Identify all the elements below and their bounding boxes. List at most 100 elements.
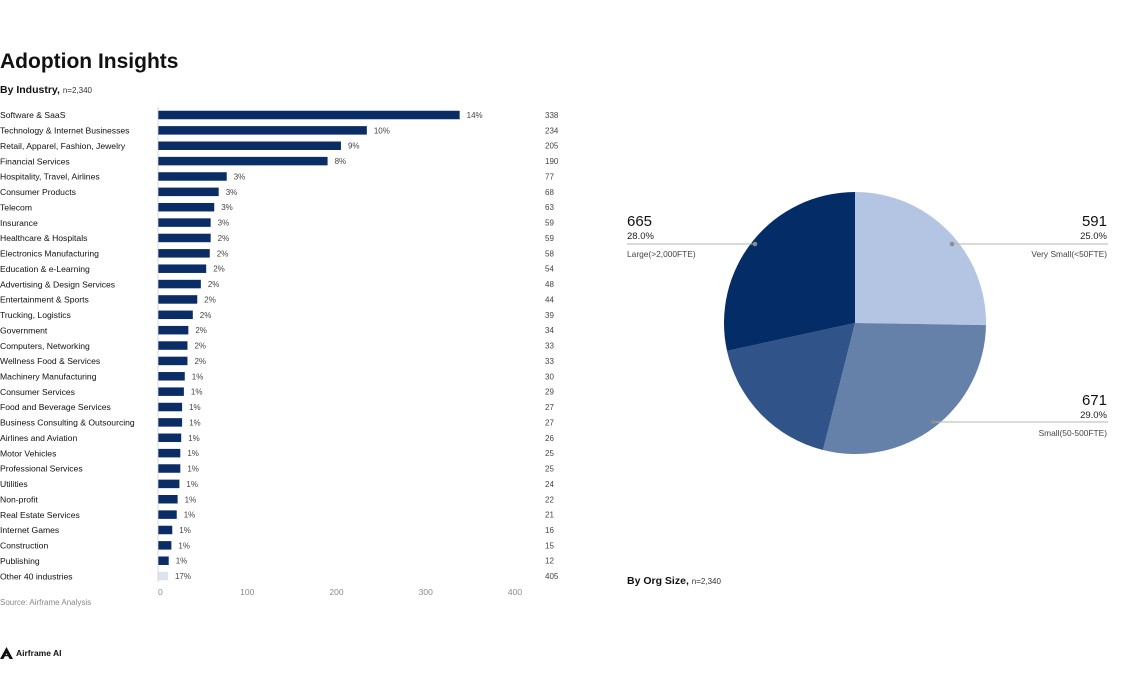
bar — [158, 387, 184, 396]
org-size-chart-heading: By Org Size — [627, 575, 686, 587]
bar-percent-label: 2% — [194, 342, 206, 351]
bar-value-label: 15 — [545, 541, 554, 550]
bar-percent-label: 1% — [184, 511, 196, 520]
bar-percent-label: 10% — [374, 126, 390, 135]
bar — [158, 156, 328, 166]
bar-value-label: 59 — [545, 219, 554, 228]
bar-category-label: Real Estate Services — [0, 510, 80, 520]
industry-bar-chart: Software & SaaS 14% 338 Technology & Intern… — [0, 107, 559, 597]
bar-value-label: 44 — [545, 295, 554, 304]
pie-category-label: Very Small(<50FTE) — [1031, 249, 1107, 259]
bar-percent-label: 2% — [195, 326, 207, 335]
bar — [158, 218, 211, 227]
bar-value-label: 27 — [545, 418, 554, 427]
bar-category-label: Consumer Products — [0, 187, 76, 197]
pie-slice — [855, 192, 986, 326]
pie-value-label: 665 — [627, 213, 652, 230]
bar-value-label: 34 — [545, 326, 554, 335]
bar — [158, 525, 173, 535]
bar-value-label: 190 — [545, 157, 559, 166]
pie-percent-label: 29.0% — [1080, 410, 1107, 421]
bar-category-label: Financial Services — [0, 156, 70, 166]
bar — [158, 464, 181, 473]
x-tick-label: 100 — [240, 587, 254, 597]
bar-percent-label: 2% — [204, 295, 216, 304]
pie-value-label: 591 — [1082, 213, 1107, 230]
bar — [158, 372, 185, 381]
bar-category-label: Food and Beverage Services — [0, 402, 111, 412]
bar — [158, 110, 460, 120]
bar-percent-label: 1% — [189, 418, 201, 427]
bar-percent-label: 2% — [200, 311, 212, 320]
bar-category-label: Software & SaaS — [0, 110, 66, 120]
bar-category-label: Healthcare & Hospitals — [0, 233, 87, 243]
bar-category-label: Internet Games — [0, 525, 59, 535]
pie-leader-dot — [949, 241, 955, 247]
x-tick-label: 0 — [158, 587, 163, 597]
bar-category-label: Other 40 industries — [0, 571, 73, 581]
org-size-chart-n: n=2,340 — [691, 577, 721, 586]
bar-value-label: 58 — [545, 249, 554, 258]
industry-chart-title: By Industry, n=2,340 — [0, 84, 92, 96]
x-tick-label: 300 — [419, 587, 433, 597]
bar — [158, 310, 193, 320]
bar-category-label: Technology & Internet Businesses — [0, 126, 129, 136]
bar-value-label: 338 — [545, 111, 559, 120]
bar-value-label: 63 — [545, 203, 554, 212]
bar-value-label: 26 — [545, 434, 554, 443]
bar-percent-label: 1% — [186, 480, 198, 489]
bar-percent-label: 1% — [185, 495, 197, 504]
bar-value-label: 16 — [545, 526, 554, 535]
pie-slice — [822, 323, 986, 454]
bar-percent-label: 1% — [191, 388, 203, 397]
bar — [158, 571, 168, 581]
pie-leader-dot — [752, 241, 758, 247]
bar-category-label: Airlines and Aviation — [0, 433, 77, 443]
bar-category-label: Non-profit — [0, 494, 38, 504]
bar — [158, 479, 180, 489]
bar-category-label: Government — [0, 325, 48, 335]
bar-percent-label: 14% — [467, 111, 483, 120]
bar-category-label: Machinery Manufacturing — [0, 371, 97, 381]
bar — [158, 556, 169, 565]
bar — [158, 141, 341, 150]
bar-category-label: Trucking, Logistics — [0, 310, 71, 320]
pie-category-label: Small(50-500FTE) — [1039, 428, 1108, 438]
bar — [158, 448, 181, 458]
bar-value-label: 205 — [545, 142, 559, 151]
bar-percent-label: 2% — [194, 357, 206, 366]
bar — [158, 126, 367, 135]
source-note: Source: Airframe Analysis — [0, 598, 92, 607]
pie-value-label: 671 — [1082, 392, 1107, 409]
airframe-logo-icon — [0, 647, 13, 659]
bar — [158, 249, 210, 258]
bar-value-label: 54 — [545, 265, 554, 274]
bar-value-label: 25 — [545, 465, 554, 474]
bar-value-label: 22 — [545, 495, 554, 504]
bar-category-label: Hospitality, Travel, Airlines — [0, 172, 100, 182]
bar-value-label: 39 — [545, 311, 554, 320]
bar-category-label: Motor Vehicles — [0, 448, 56, 458]
bar — [158, 202, 215, 212]
bar — [158, 264, 207, 273]
industry-chart-heading: By Industry — [0, 84, 57, 96]
bar — [158, 356, 188, 366]
bar-percent-label: 1% — [179, 526, 191, 535]
industry-chart-n: n=2,340 — [62, 86, 92, 95]
bar-percent-label: 8% — [335, 157, 347, 166]
bar-category-label: Advertising & Design Services — [0, 279, 115, 289]
pie-category-label: Large(>2,000FTE) — [627, 249, 696, 259]
bar-category-label: Wellness Food & Services — [0, 356, 100, 366]
bar-category-label: Utilities — [0, 479, 28, 489]
bar-value-label: 405 — [545, 572, 559, 581]
pie-slice — [724, 192, 855, 351]
bar — [158, 172, 227, 181]
bar-value-label: 29 — [545, 388, 554, 397]
bar-percent-label: 1% — [192, 372, 204, 381]
bar-category-label: Publishing — [0, 556, 40, 566]
bar-percent-label: 1% — [176, 557, 188, 566]
bar-percent-label: 3% — [221, 203, 233, 212]
pie-percent-label: 25.0% — [1080, 231, 1107, 242]
brand-logo: Airframe AI — [0, 647, 62, 659]
